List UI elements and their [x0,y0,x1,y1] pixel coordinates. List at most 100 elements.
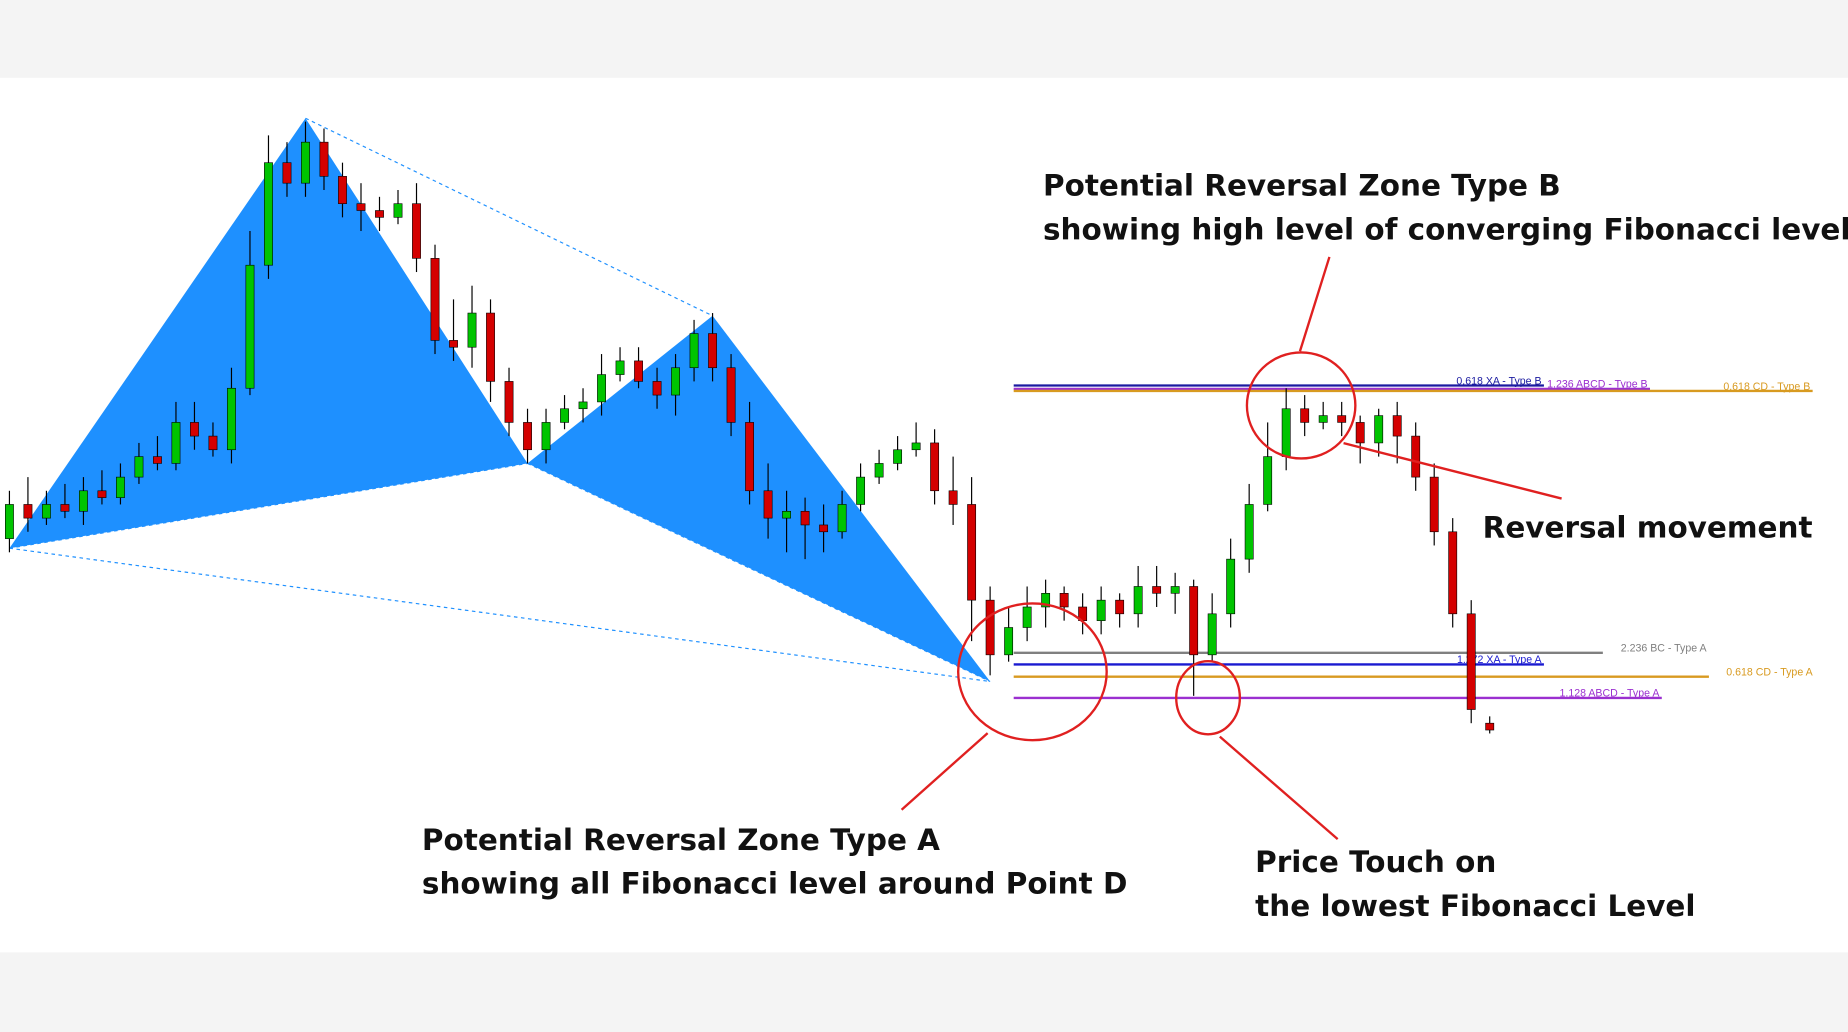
candle-body [1411,435,1421,478]
candle-body [560,408,569,423]
candle-body [356,203,366,211]
callouts [900,256,1562,841]
callout-circle [957,602,1108,742]
candle-body [338,176,347,204]
candle-body [1207,613,1217,656]
candle-body [190,422,199,437]
candle-body [1244,504,1254,560]
candle-body [227,387,236,451]
candle-body [856,476,866,505]
candle-body [1059,593,1069,608]
candle-body [1041,593,1051,608]
candle-body [763,490,773,519]
callout-line [1298,256,1331,352]
candle-body [985,599,995,656]
candle-body [449,340,458,348]
candle-body [1170,586,1180,594]
candle-body [1392,415,1402,437]
candle-body [948,490,958,505]
candle-body [1133,586,1143,615]
candle-body [264,162,273,266]
annotation-text: Reversal movement [1483,510,1813,544]
fib-level-label: 2.236 BC - Type A [1621,643,1708,655]
candle-body [726,367,736,423]
candle-body [5,504,14,539]
annotation-text: Potential Reversal Zone Type A [422,823,940,857]
candle-body [79,490,88,512]
pattern-dashed-line [9,547,991,683]
candle-body [782,510,791,519]
candle-body [671,367,680,396]
callout-circle [1175,660,1242,736]
annotation-text: Potential Reversal Zone Type B [1043,169,1561,203]
candle-body [97,490,107,498]
candle-body [1152,586,1162,594]
candle-body [23,504,33,519]
candle-body [652,381,662,396]
callout-line [1219,735,1339,841]
candle-body [911,442,921,451]
candle-body [745,422,754,492]
annotation-text: Price Touch on [1255,845,1496,879]
pattern-dashed-line [9,462,528,549]
fib-level-label: 1.128 ABCD - Type A [1560,688,1661,700]
candle-body [467,312,477,348]
candle-body [301,141,310,184]
candle-body [153,456,162,464]
candle-body [1429,476,1439,533]
candle-body [42,504,51,519]
candle-body [1281,408,1291,457]
fib-level-label: 1.236 ABCD - Type B [1547,379,1648,391]
candle-body [1263,456,1273,505]
candle-body [800,510,810,526]
candle-body [319,141,329,177]
candle-body [1318,415,1328,423]
candle-body [245,264,255,389]
candle-body [486,312,495,382]
candle-body [1337,415,1347,423]
pattern-triangle [9,118,528,549]
candle-body [208,435,218,451]
candle-body [541,422,551,451]
fib-level-label: 0.618 CD - Type B [1723,381,1810,393]
candle-body [874,463,884,478]
candle-body [837,504,847,533]
pattern-dashed-line [305,117,713,317]
annotation-text: showing all Fibonacci level around Point… [422,866,1127,900]
candle-body [430,258,440,341]
annotation-text: showing high level of converging Fibonac… [1043,212,1848,246]
candle-body [578,401,588,410]
candle-body [60,504,70,512]
fib-level-label: 1.272 XA - Type A [1457,654,1543,666]
candle-body [930,442,940,492]
pattern-dashed-line [527,462,991,683]
candle-body [893,449,903,464]
candle-body [412,203,421,259]
candle-body [689,333,699,369]
candle-body [375,210,384,218]
candle-body [1485,722,1495,731]
pattern-layer [9,117,991,683]
candle-body [1466,613,1476,710]
candle-body [708,333,717,369]
candle-body [597,374,606,403]
candle-body [634,360,643,382]
candle-body [134,456,144,478]
annotations: Potential Reversal Zone Type B showing hi… [422,169,1848,923]
pattern-triangle [527,315,991,682]
callout-line [1343,442,1562,500]
candle-body [967,504,977,601]
candle-body [171,422,181,464]
candle-body [1115,599,1125,615]
candle-body [1189,586,1199,656]
candle-body [1022,606,1032,628]
candle-body [393,203,403,218]
candle-layer [5,121,1495,734]
candle-body [1355,422,1365,444]
candle-body [1374,415,1384,444]
candle-body [504,381,514,423]
callout-circle [1245,351,1357,460]
callout-line [900,732,989,811]
